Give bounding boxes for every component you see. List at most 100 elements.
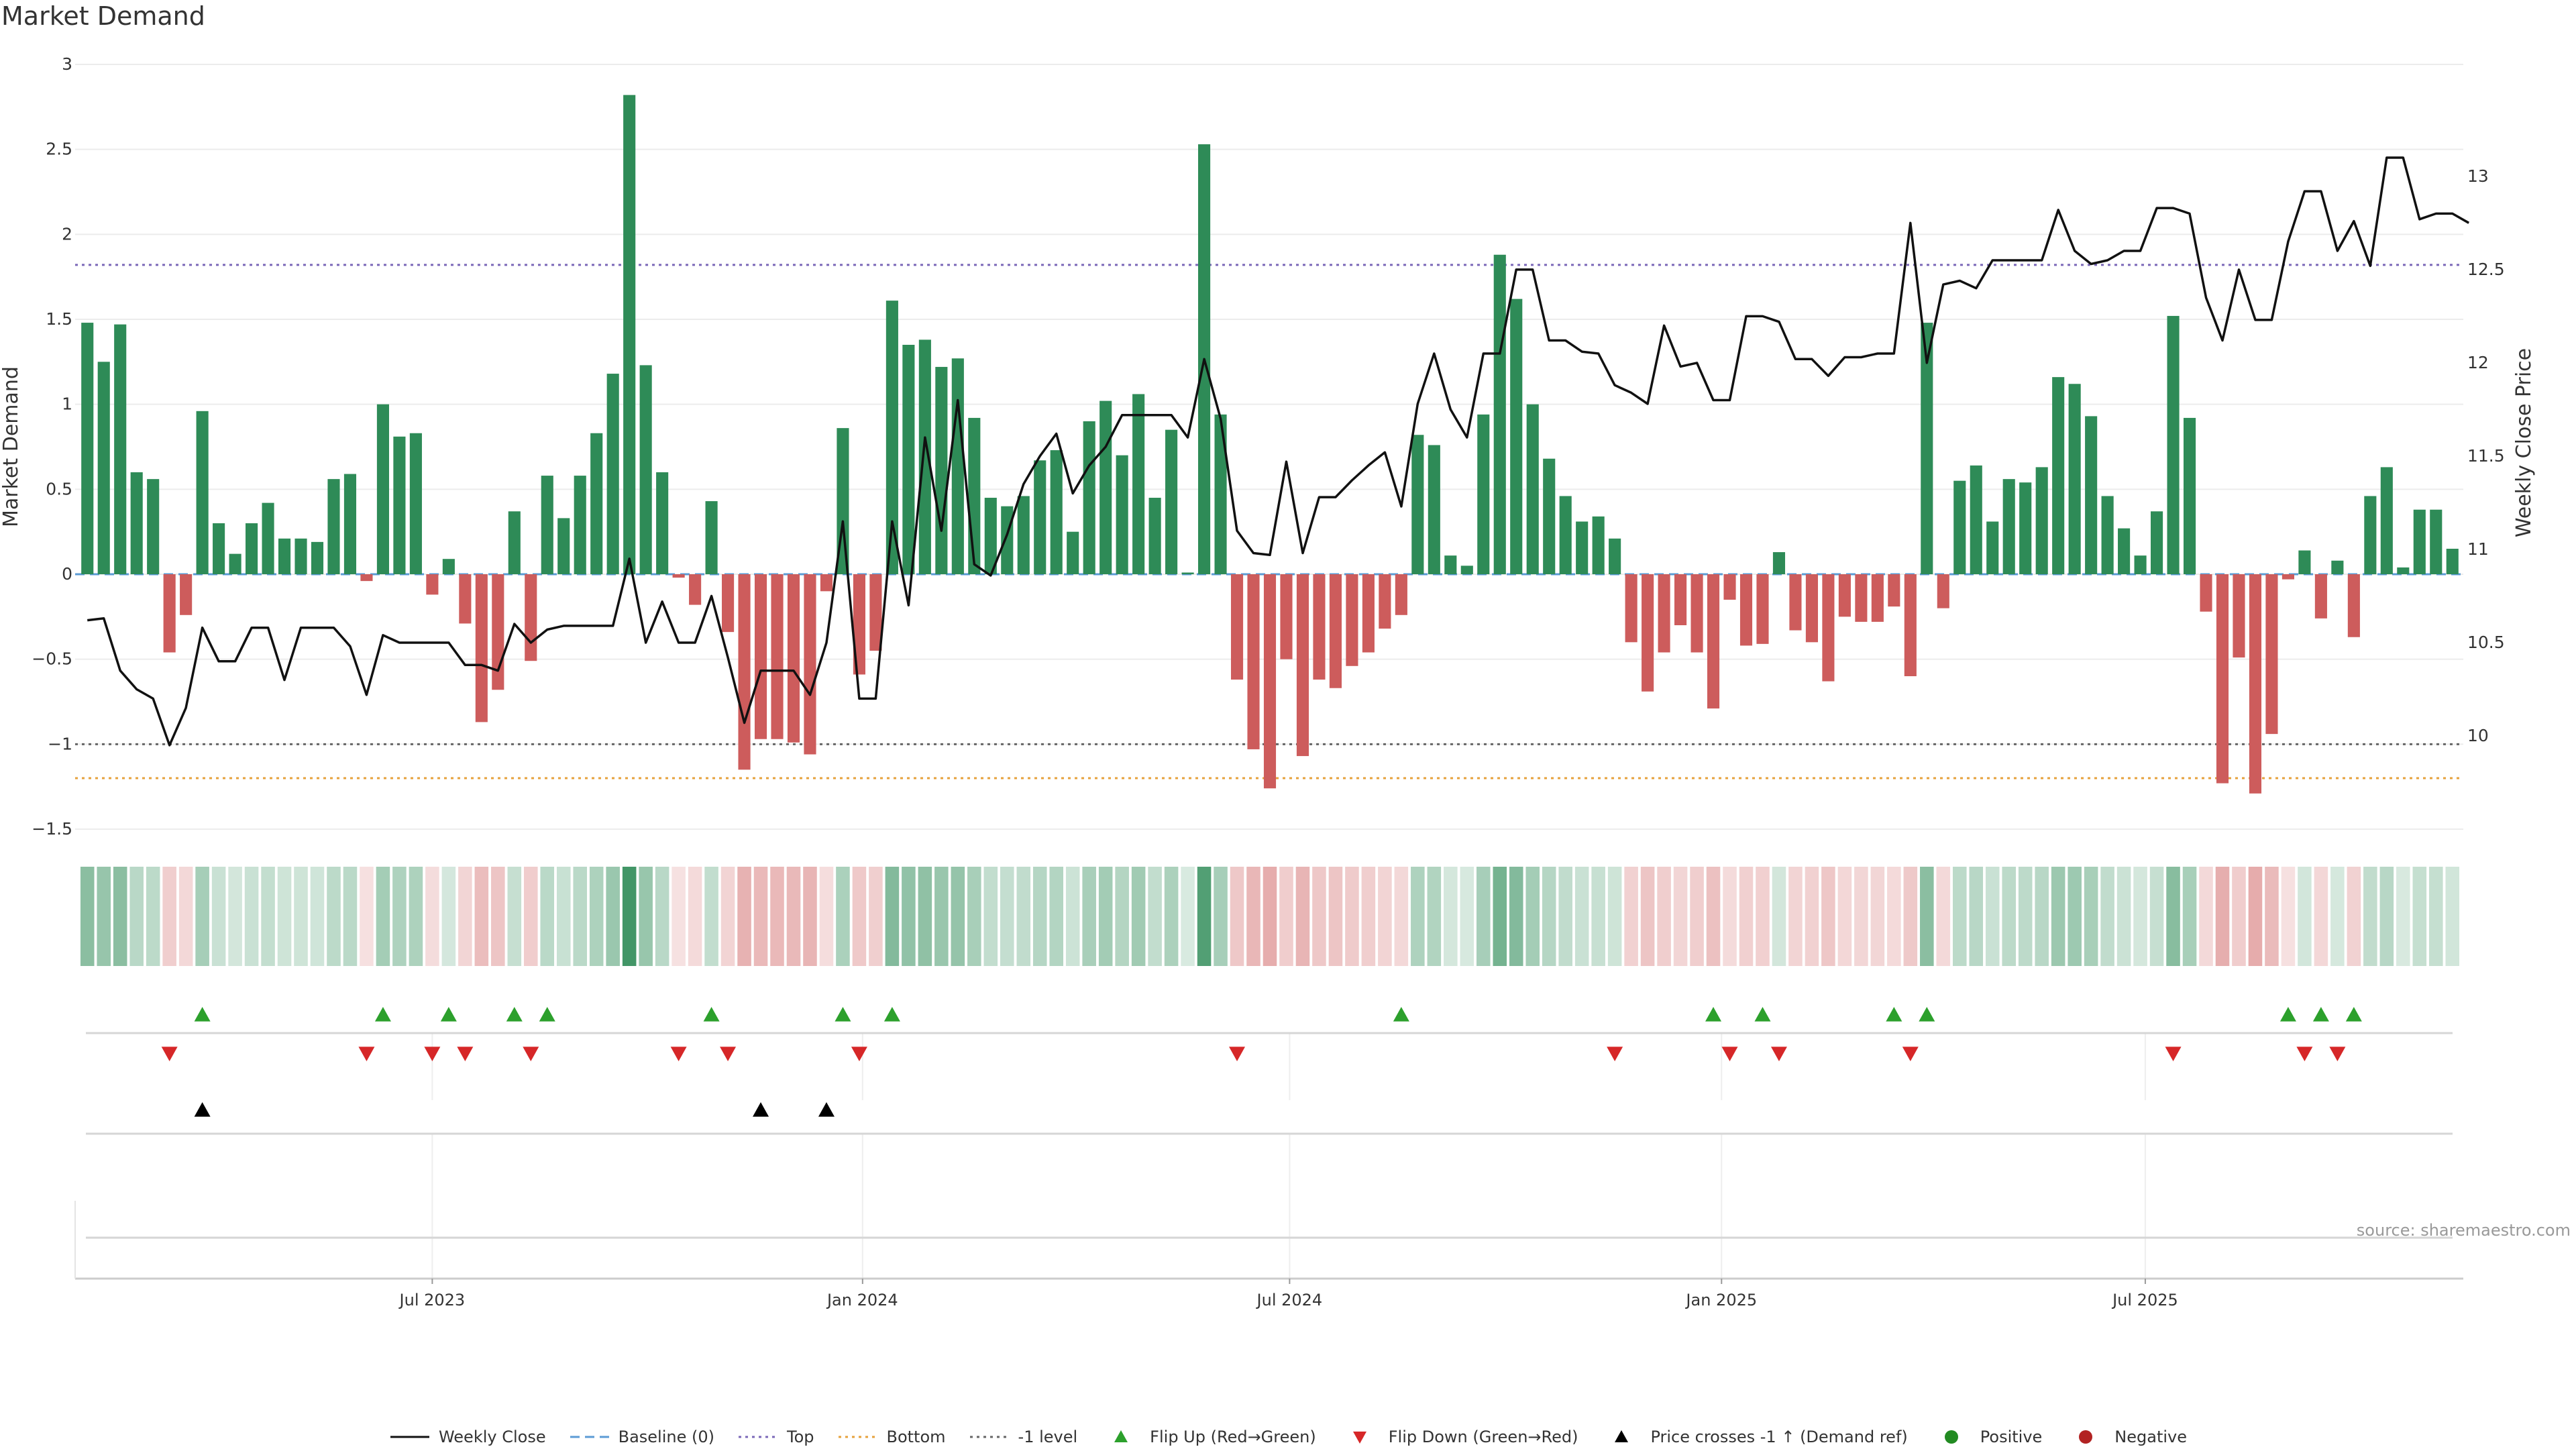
- demand-heat-cell: [1969, 867, 1984, 966]
- demand-heat-cell: [1591, 867, 1605, 966]
- demand-heat-cell: [458, 867, 472, 966]
- demand-heat-cell: [1805, 867, 1819, 966]
- demand-heat-cell: [720, 867, 735, 966]
- demand-heat-cell: [1772, 867, 1786, 966]
- negative-demand-bar: [1642, 574, 1654, 692]
- negative-demand-bar: [360, 574, 373, 582]
- weekly-close-line: [87, 156, 2470, 747]
- negative-demand-bar: [1838, 574, 1851, 617]
- demand-heat-cell: [1049, 867, 1064, 966]
- negative-demand-bar: [2216, 574, 2229, 784]
- negative-demand-bar: [1313, 574, 1326, 680]
- left-tick-label: 1: [62, 394, 72, 414]
- demand-heat-cell: [1657, 867, 1671, 966]
- negative-demand-bar: [475, 574, 488, 722]
- demand-heat-cell: [1427, 867, 1442, 966]
- demand-heat-cell: [392, 867, 407, 966]
- left-tick-label: 3: [62, 54, 72, 74]
- demand-heat-cell: [1624, 867, 1638, 966]
- negative-demand-bar: [2314, 574, 2327, 619]
- positive-demand-bar: [1214, 414, 1227, 574]
- left-tick-label: −1: [48, 734, 72, 753]
- bottom-legend-icon: [838, 1436, 877, 1438]
- negative-demand-bar: [869, 574, 882, 651]
- demand-heat-cell: [1903, 867, 1918, 966]
- negative-demand-bar: [525, 574, 537, 661]
- positive-demand-bar: [984, 498, 997, 574]
- demand-heat-cell: [1279, 867, 1293, 966]
- positive-demand-bar: [1099, 400, 1112, 574]
- demand-heat-cell: [1295, 867, 1310, 966]
- demand-heat-cell: [1739, 867, 1754, 966]
- negative-demand-bar: [1296, 574, 1309, 757]
- demand-heat-cell: [1870, 867, 1885, 966]
- positive-demand-bar: [2035, 467, 2048, 574]
- source-note: source: sharemaestro.com: [2356, 1221, 2571, 1240]
- demand-heat-cell: [409, 867, 423, 966]
- demand-heat-cell: [1345, 867, 1359, 966]
- positive-demand-bar: [196, 411, 209, 574]
- flip-markers-layer: [161, 1007, 2362, 1061]
- demand-heat-cell: [2347, 867, 2361, 966]
- positive-demand-bar: [1493, 254, 1506, 574]
- negative-demand-bar: [492, 574, 504, 690]
- demand-heat-cell: [556, 867, 571, 966]
- demand-heat-cell: [1000, 867, 1014, 966]
- positive-demand-bar: [2101, 496, 2114, 574]
- demand-heat-cell: [2314, 867, 2328, 966]
- price-cross-marker: [753, 1102, 769, 1117]
- demand-bars-layer: [81, 95, 2459, 794]
- negative-demand-bar: [1822, 574, 1835, 682]
- demand-heat-cell: [819, 867, 834, 966]
- positive-demand-bar: [623, 95, 636, 575]
- demand-heat-cell: [2265, 867, 2279, 966]
- demand-heat-cell: [1411, 867, 1425, 966]
- flip-down-marker: [523, 1046, 539, 1061]
- demand-heat-cell: [162, 867, 176, 966]
- positive-demand-bar: [557, 518, 570, 574]
- demand-heat-cell: [1558, 867, 1572, 966]
- demand-heat-cell: [474, 867, 489, 966]
- demand-heat-cell: [737, 867, 751, 966]
- demand-heat-cell: [1837, 867, 1852, 966]
- positive-demand-bar: [2183, 417, 2196, 574]
- demand-heat-cell: [2298, 867, 2312, 966]
- negative-demand-bar: [2200, 574, 2212, 612]
- legend: Weekly Close Baseline (0) Top Bottom -1 leve…: [0, 1428, 2576, 1446]
- negative-demand-bar: [1739, 574, 1753, 646]
- positive-demand-bar: [508, 511, 521, 574]
- legend-item-weekly-close: Weekly Close: [389, 1428, 546, 1446]
- cross-markers-layer: [194, 1102, 835, 1117]
- positive-demand-bar: [1609, 538, 1621, 574]
- positive-demand-bar: [147, 479, 160, 574]
- flip-down-marker: [1902, 1046, 1919, 1061]
- demand-heat-cell: [1263, 867, 1277, 966]
- right-axis-title: Weekly Close Price: [2512, 348, 2536, 537]
- demand-heat-cell: [360, 867, 374, 966]
- negative-demand-bar: [1263, 574, 1277, 789]
- right-tick-label: 10.5: [2467, 633, 2505, 652]
- demand-heat-cell: [1164, 867, 1179, 966]
- demand-heat-cell: [869, 867, 883, 966]
- negative-demand-bar: [1346, 574, 1358, 666]
- x-tick-label: Jan 2024: [826, 1291, 898, 1309]
- demand-heat-cell: [228, 867, 242, 966]
- flip-down-marker: [1607, 1046, 1623, 1061]
- demand-heat-cell: [195, 867, 209, 966]
- negative-demand-bar: [1658, 574, 1670, 653]
- demand-heat-cell: [1640, 867, 1655, 966]
- demand-heat-cell: [491, 867, 505, 966]
- negative-demand-bar: [1230, 574, 1244, 680]
- legend-item-cross: Price crosses -1 ↑ (Demand ref): [1601, 1428, 1908, 1446]
- demand-heat-cell: [934, 867, 949, 966]
- negative-demand-bar: [722, 574, 735, 633]
- demand-heat-cell: [1574, 867, 1589, 966]
- left-axis-title: Market Demand: [0, 366, 23, 527]
- positive-demand-bar: [1116, 455, 1128, 574]
- demand-heat-cell: [1542, 867, 1556, 966]
- flip-down-marker: [2329, 1046, 2346, 1061]
- legend-item-flip-up: Flip Up (Red→Green): [1100, 1428, 1316, 1446]
- positive-demand-bar: [1592, 516, 1605, 574]
- demand-heat-cell: [967, 867, 981, 966]
- demand-heat-cell: [1361, 867, 1376, 966]
